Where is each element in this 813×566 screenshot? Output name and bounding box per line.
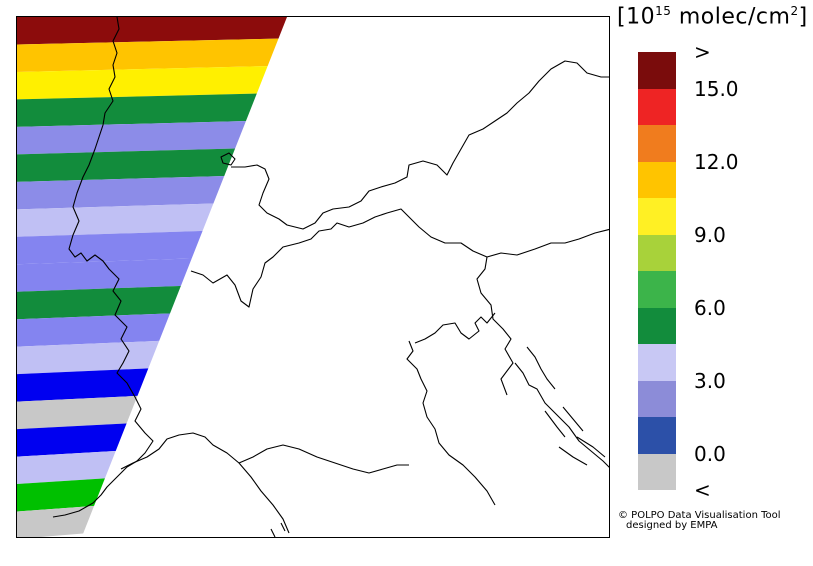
swath-band xyxy=(17,93,263,127)
unit-prefix: [10 xyxy=(617,4,656,30)
colorbar-swatch xyxy=(638,453,676,490)
swath-band xyxy=(17,38,285,72)
colorbar-swatch xyxy=(638,344,676,381)
unit-exponent: 15 xyxy=(655,4,672,18)
colorbar-label: > xyxy=(694,40,711,64)
coast-croatia xyxy=(514,362,609,468)
swath-band xyxy=(17,478,111,512)
satellite-swath xyxy=(17,17,287,537)
border-internal xyxy=(238,444,409,474)
credit-line-2: designed by EMPA xyxy=(626,520,718,531)
credit-text: © POLPO Data Visualisation Tool designed… xyxy=(618,511,781,531)
colorbar-swatch xyxy=(638,234,676,271)
colorbar xyxy=(638,52,676,490)
unit-title: [1015 molec/cm2] xyxy=(617,4,808,29)
colorbar-label: 15.0 xyxy=(694,76,739,101)
border-swiss-italy xyxy=(190,208,609,308)
unit-square: 2 xyxy=(790,4,799,18)
colorbar-swatch xyxy=(638,380,676,417)
border-west xyxy=(52,17,154,518)
colorbar-label: 0.0 xyxy=(694,441,726,466)
colorbar-swatch xyxy=(638,161,676,198)
swath-band xyxy=(17,203,220,237)
swath-band xyxy=(17,505,100,537)
swath-band xyxy=(17,65,274,100)
colorbar-swatch xyxy=(638,271,676,308)
map-canvas xyxy=(17,17,609,537)
swath-band xyxy=(17,175,230,210)
coast-corsica xyxy=(270,522,286,537)
colorbar-swatch xyxy=(638,52,676,89)
swath-band xyxy=(17,423,133,457)
swath-band xyxy=(17,230,209,265)
coastlines-and-borders xyxy=(52,17,609,537)
colorbar-label: 3.0 xyxy=(694,368,726,393)
swath-band xyxy=(17,313,176,347)
colorbar-swatch xyxy=(638,417,676,454)
swath-band xyxy=(17,148,241,182)
colorbar-swatch xyxy=(638,198,676,235)
swath-band xyxy=(17,120,252,155)
colorbar-label: 6.0 xyxy=(694,295,726,320)
colorbar-swatch xyxy=(638,88,676,125)
coast-adriatic xyxy=(406,340,496,506)
colorbar-swatch xyxy=(638,307,676,344)
coast-ligurian xyxy=(120,432,290,534)
border-alps-north xyxy=(220,152,236,166)
colorbar-label: 9.0 xyxy=(694,222,726,247)
coast-istria xyxy=(414,312,496,344)
map-panel xyxy=(16,16,610,538)
swath-band xyxy=(17,450,122,485)
unit-suffix: molec/cm xyxy=(671,4,791,30)
swath-band xyxy=(17,258,198,292)
islands-dalmatia xyxy=(526,346,606,466)
swath-band xyxy=(17,17,287,45)
swath-band xyxy=(17,285,187,320)
colorbar-label: < xyxy=(694,478,711,502)
credit-line-1: © POLPO Data Visualisation Tool xyxy=(618,510,781,521)
colorbar-label: 12.0 xyxy=(694,149,739,174)
swath-band xyxy=(17,395,144,430)
border-alps xyxy=(231,60,609,230)
colorbar-swatch xyxy=(638,125,676,162)
border-east xyxy=(476,256,514,396)
unit-close: ] xyxy=(798,4,808,30)
